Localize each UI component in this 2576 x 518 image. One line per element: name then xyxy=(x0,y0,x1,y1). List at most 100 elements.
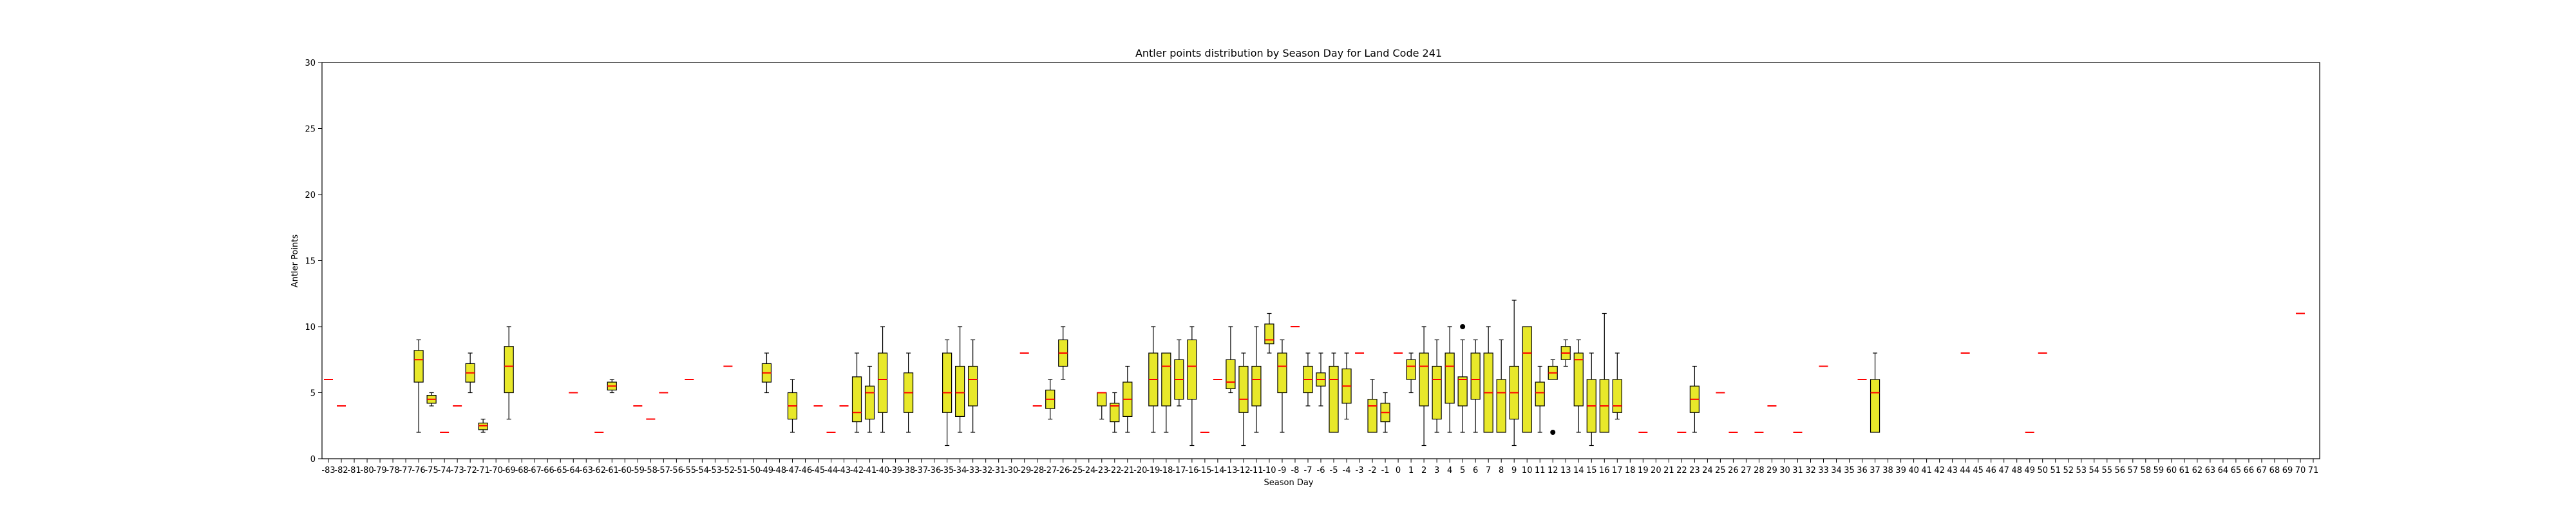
x-tick-label: 4 xyxy=(1447,466,1452,475)
box-group xyxy=(1367,379,1378,433)
box-group xyxy=(1483,326,1493,433)
x-tick-label: 19 xyxy=(1638,466,1649,475)
box-body xyxy=(1470,352,1481,400)
x-tick-label: -65 xyxy=(554,466,567,475)
x-tick-label: -49 xyxy=(760,466,773,475)
box-group xyxy=(1689,365,1700,433)
x-tick-label: 46 xyxy=(1985,466,1996,475)
x-tick-label: -29 xyxy=(1018,466,1031,475)
box-body xyxy=(942,352,952,413)
x-tick-label: -22 xyxy=(1108,466,1121,475)
x-tick-label: -16 xyxy=(1185,466,1198,475)
x-tick-label: 38 xyxy=(1882,466,1893,475)
x-tick-label: -3 xyxy=(1356,466,1364,475)
x-tick-label: 31 xyxy=(1792,466,1803,475)
x-tick-label: -79 xyxy=(373,466,386,475)
x-tick-label: -19 xyxy=(1146,466,1160,475)
x-tick-label: 71 xyxy=(2308,466,2319,475)
outlier-point xyxy=(1550,430,1556,435)
x-tick-label: -43 xyxy=(837,466,851,475)
x-tick-label: -66 xyxy=(541,466,554,475)
x-tick-label: 64 xyxy=(2218,466,2229,475)
box-group xyxy=(1174,339,1184,407)
x-tick-label: -39 xyxy=(889,466,902,475)
x-tick-label: 66 xyxy=(2244,466,2255,475)
box-body xyxy=(864,385,875,420)
box-body xyxy=(851,376,862,423)
x-tick-label: 68 xyxy=(2269,466,2280,475)
x-tick-label: -35 xyxy=(940,466,954,475)
x-tick-label: -70 xyxy=(489,466,503,475)
x-tick-label: 52 xyxy=(2063,466,2074,475)
box-group xyxy=(1496,339,1506,433)
x-tick-label: 44 xyxy=(1960,466,1971,475)
y-tick-label: 0 xyxy=(310,455,316,465)
x-tick-label: 42 xyxy=(1934,466,1945,475)
x-tick-label: 48 xyxy=(2011,466,2022,475)
x-axis-ticks: -83-82-81-80-79-78-77-76-75-74-73-72-71-… xyxy=(321,459,2318,475)
x-tick-label: 60 xyxy=(2166,466,2177,475)
box-group xyxy=(968,339,978,433)
box-group xyxy=(1045,379,1056,420)
x-tick-label: -64 xyxy=(567,466,580,475)
x-tick-label: -74 xyxy=(438,466,451,475)
box-group xyxy=(1148,326,1159,433)
x-tick-label: 17 xyxy=(1612,466,1623,475)
chart-title: Antler points distribution by Season Day… xyxy=(1135,47,1442,59)
box-group xyxy=(1187,326,1197,446)
box-group xyxy=(1161,352,1171,433)
box-group xyxy=(1573,339,1584,433)
x-tick-label: 14 xyxy=(1573,466,1584,475)
x-tick-label: -31 xyxy=(992,466,1005,475)
y-axis-ticks: 0 5 10 15 20 25 30 xyxy=(305,59,322,465)
box-group xyxy=(1509,300,1519,446)
box-body xyxy=(1573,352,1584,407)
x-tick-label: 59 xyxy=(2154,466,2164,475)
x-tick-label: -76 xyxy=(412,466,425,475)
x-tick-label: 65 xyxy=(2231,466,2242,475)
x-tick-label: 11 xyxy=(1535,466,1546,475)
x-tick-label: 2 xyxy=(1421,466,1426,475)
box-group xyxy=(504,326,514,420)
x-tick-label: -61 xyxy=(605,466,619,475)
x-tick-label: -41 xyxy=(863,466,876,475)
x-tick-label: -4 xyxy=(1343,466,1351,475)
x-tick-label: -42 xyxy=(850,466,864,475)
box-group xyxy=(1097,392,1107,420)
x-tick-label: 40 xyxy=(1908,466,1919,475)
box-group xyxy=(1122,365,1133,433)
y-tick-label: 20 xyxy=(305,191,316,200)
x-tick-label: 24 xyxy=(1702,466,1713,475)
x-tick-label: -78 xyxy=(386,466,399,475)
x-tick-label: -17 xyxy=(1172,466,1186,475)
box-body xyxy=(1097,392,1107,407)
x-tick-label: 8 xyxy=(1499,466,1504,475)
box-body xyxy=(1406,359,1416,380)
box-group xyxy=(1238,352,1249,446)
x-tick-label: -57 xyxy=(657,466,670,475)
x-tick-label: 20 xyxy=(1651,466,1662,475)
x-tick-label: -60 xyxy=(618,466,632,475)
box-group xyxy=(1264,312,1274,354)
x-tick-label: 35 xyxy=(1844,466,1855,475)
box-group xyxy=(1406,352,1416,394)
box-body xyxy=(1251,365,1262,407)
y-tick-label: 30 xyxy=(305,59,316,68)
x-tick-label: 10 xyxy=(1522,466,1533,475)
box-group xyxy=(1612,352,1622,420)
box-group xyxy=(1226,326,1236,394)
box-group xyxy=(1522,326,1532,433)
x-tick-label: -83 xyxy=(321,466,335,475)
x-tick-label: 25 xyxy=(1715,466,1726,475)
x-tick-label: -71 xyxy=(477,466,490,475)
x-tick-label: -27 xyxy=(1043,466,1057,475)
x-tick-label: -52 xyxy=(721,466,735,475)
box-body xyxy=(968,365,978,407)
x-tick-label: -8 xyxy=(1291,466,1299,475)
box-group xyxy=(1586,352,1596,446)
x-tick-label: 56 xyxy=(2115,466,2126,475)
box-group xyxy=(1444,326,1455,433)
x-tick-label: 41 xyxy=(1921,466,1932,475)
box-body xyxy=(1329,365,1339,433)
